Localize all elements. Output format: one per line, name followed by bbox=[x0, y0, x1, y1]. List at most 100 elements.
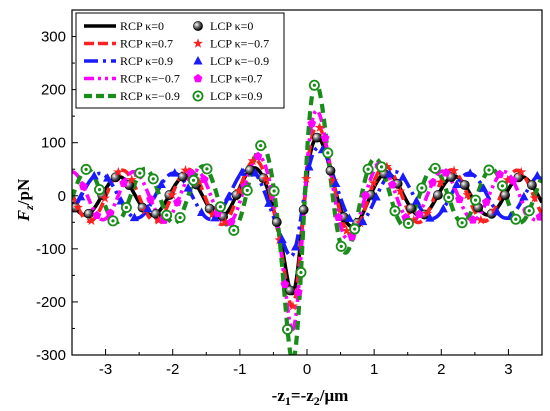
series-marker bbox=[452, 179, 462, 189]
series-marker-dot bbox=[514, 217, 518, 221]
series-marker-dot bbox=[326, 151, 330, 155]
series-marker-dot bbox=[366, 167, 370, 171]
series-marker bbox=[250, 168, 260, 177]
series-marker bbox=[449, 165, 460, 176]
x-tick-label: 3 bbox=[504, 361, 512, 378]
series-marker-dot bbox=[393, 209, 397, 213]
series-marker bbox=[500, 190, 510, 200]
series-marker bbox=[468, 215, 478, 224]
series-marker-dot bbox=[165, 213, 169, 217]
legend-label: LCP κ=0.7 bbox=[210, 72, 262, 86]
series-marker-dot bbox=[191, 178, 196, 182]
series-marker bbox=[192, 38, 204, 48]
x-axis-title-part-3: =-z bbox=[291, 386, 314, 405]
series-marker bbox=[462, 189, 473, 200]
series-marker bbox=[508, 176, 518, 185]
series-marker-dot bbox=[124, 205, 128, 210]
x-axis-title-part-4: 2 bbox=[314, 394, 320, 408]
series-marker bbox=[495, 169, 505, 179]
x-tick-label: -3 bbox=[99, 361, 112, 378]
series-marker bbox=[358, 216, 368, 226]
series-marker-dot bbox=[406, 221, 410, 226]
series-marker bbox=[435, 177, 446, 187]
series-marker bbox=[414, 209, 424, 218]
series-marker bbox=[489, 205, 500, 215]
series-marker bbox=[280, 279, 290, 288]
series-marker bbox=[110, 172, 121, 183]
x-tick-label: 2 bbox=[437, 361, 445, 378]
series-marker bbox=[298, 204, 309, 215]
series-marker bbox=[535, 212, 542, 221]
series-marker-dot bbox=[196, 94, 200, 98]
y-tick-label: -300 bbox=[36, 347, 66, 364]
y-tick-label: 200 bbox=[41, 82, 66, 99]
legend-label: LCP κ=0.9 bbox=[210, 89, 262, 103]
series-marker bbox=[422, 208, 433, 218]
series-marker bbox=[371, 191, 381, 201]
legend-label: RCP κ=0.9 bbox=[120, 54, 173, 68]
series-marker bbox=[237, 167, 247, 176]
series-marker bbox=[304, 161, 314, 171]
y-axis-title-main: F bbox=[14, 209, 33, 222]
x-tick-label: 0 bbox=[303, 361, 311, 378]
series-marker bbox=[502, 174, 513, 185]
series-marker-dot bbox=[285, 327, 290, 332]
series-marker bbox=[532, 170, 542, 180]
series-marker bbox=[334, 212, 343, 222]
series-marker bbox=[301, 173, 312, 184]
series-marker bbox=[312, 132, 322, 143]
series-marker bbox=[234, 185, 245, 196]
series-marker-dot bbox=[339, 244, 343, 248]
series-marker bbox=[271, 217, 282, 228]
series-marker bbox=[83, 208, 94, 219]
legend-label: RCP κ=−0.7 bbox=[120, 72, 180, 86]
series-marker bbox=[441, 168, 451, 177]
y-tick-label: 0 bbox=[58, 188, 66, 205]
series-marker-dot bbox=[259, 144, 263, 148]
series-marker bbox=[478, 183, 489, 192]
series-marker bbox=[116, 195, 126, 205]
series-marker-dot bbox=[111, 219, 115, 223]
y-axis-title-unit: /pN bbox=[14, 178, 33, 206]
series-marker bbox=[287, 300, 298, 311]
series-marker bbox=[307, 118, 317, 128]
y-tick-label: 300 bbox=[41, 29, 66, 46]
x-axis-title-part-1: -z bbox=[272, 386, 286, 405]
series-marker-dot bbox=[232, 228, 236, 232]
legend-label: RCP κ=−0.9 bbox=[120, 89, 180, 103]
series-marker bbox=[199, 174, 209, 184]
series-marker-dot bbox=[178, 215, 182, 220]
series-marker bbox=[290, 242, 301, 251]
series-marker bbox=[519, 191, 529, 201]
series-marker bbox=[99, 193, 110, 203]
x-axis-title: -z1=-z2/μm bbox=[272, 386, 349, 408]
series-marker bbox=[79, 181, 88, 191]
series-marker bbox=[274, 234, 285, 245]
series-marker-dot bbox=[487, 168, 491, 172]
series-marker bbox=[126, 174, 137, 185]
series-marker bbox=[331, 178, 341, 188]
series-marker bbox=[156, 179, 166, 189]
legend-label: LCP κ=0 bbox=[210, 19, 253, 33]
series-marker-dot bbox=[97, 187, 102, 192]
series-marker bbox=[183, 183, 193, 192]
series-marker bbox=[314, 122, 325, 132]
series-marker bbox=[193, 73, 203, 83]
legend: RCP κ=0 LCP κ=0 RCP κ=0.7 LCP κ=−0.7 RCP κ=0… bbox=[75, 12, 285, 109]
series-marker bbox=[113, 166, 124, 177]
series-marker bbox=[433, 190, 443, 200]
series-marker-dot bbox=[299, 270, 303, 275]
series-marker bbox=[387, 180, 397, 189]
series-marker bbox=[177, 171, 188, 182]
series-marker bbox=[398, 172, 408, 181]
series-line bbox=[72, 81, 542, 355]
series-marker bbox=[89, 170, 99, 180]
series-marker bbox=[492, 206, 502, 216]
series-marker-dot bbox=[218, 205, 222, 209]
series-marker bbox=[207, 209, 218, 219]
series-marker bbox=[328, 175, 339, 186]
series-marker-dot bbox=[447, 195, 451, 199]
series-marker bbox=[438, 203, 448, 213]
series-marker bbox=[455, 194, 464, 203]
series-marker bbox=[196, 207, 207, 217]
